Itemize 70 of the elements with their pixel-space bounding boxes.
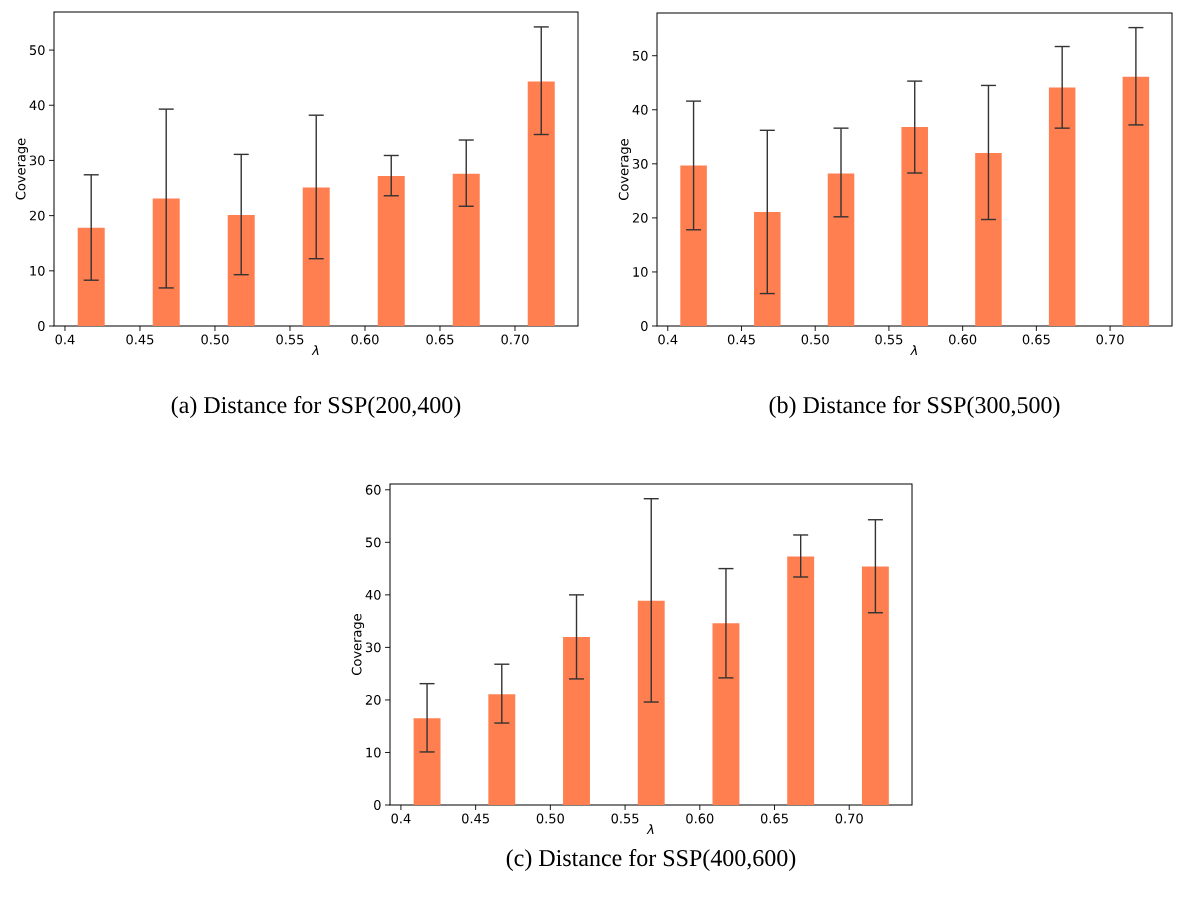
y-tick-label: 30 [632, 158, 648, 169]
y-tick-label: 0 [38, 321, 45, 331]
x-tick-label: 0.55 [276, 334, 304, 345]
bar [637, 600, 665, 806]
x-axis-title: λ [311, 345, 319, 356]
bar [527, 81, 555, 327]
y-tick-label: 0 [374, 800, 381, 810]
text: (b) Distance for SSP(300,500) [769, 396, 1060, 419]
x-tick-label: 0.50 [201, 334, 229, 345]
bar [452, 173, 480, 327]
y-tick-label: 40 [365, 589, 381, 600]
bar [861, 566, 889, 806]
bar [712, 623, 740, 806]
x-axis-title: λ [646, 824, 654, 835]
y-tick-label: 40 [632, 104, 648, 115]
x-tick-label: 0.4 [55, 334, 75, 345]
bar [1048, 87, 1076, 327]
x-tick-label: 0.45 [462, 813, 489, 824]
x-tick-label: 0.60 [351, 334, 379, 345]
y-tick-label: 10 [30, 265, 45, 276]
x-tick-label: 0.4 [658, 334, 678, 345]
text: (a) Distance for SSP(200,400) [171, 396, 461, 419]
x-tick-label: 0.45 [727, 334, 755, 345]
y-axis-title: Coverage [351, 614, 365, 675]
y-tick-label: 30 [29, 155, 45, 166]
x-tick-label: 0.50 [536, 813, 564, 824]
y-tick-label: 20 [632, 212, 648, 223]
bar [77, 227, 105, 327]
y-tick-label: 20 [29, 210, 45, 221]
x-tick-label: 0.50 [801, 334, 829, 345]
bar [413, 718, 441, 806]
x-tick-label: 0.60 [686, 813, 714, 824]
y-tick-label: 50 [365, 537, 381, 548]
y-axis-title: Coverage [15, 138, 29, 200]
bar [1122, 76, 1150, 327]
bar [377, 175, 405, 327]
x-tick-label: 0.65 [760, 813, 788, 824]
x-tick-label: 0.55 [875, 334, 903, 345]
bar [152, 198, 180, 327]
x-tick-label: 0.45 [126, 334, 154, 345]
x-tick-label: 0.70 [835, 813, 863, 824]
bar [302, 187, 330, 327]
y-tick-label: 60 [365, 484, 381, 495]
y-tick-label: 40 [29, 100, 45, 111]
y-axis-title: Coverage [618, 139, 632, 200]
bar [901, 127, 928, 327]
x-axis-title: λ [910, 345, 918, 356]
bar [827, 173, 855, 327]
y-tick-label: 20 [365, 695, 381, 705]
y-tick-label: 30 [365, 642, 381, 653]
x-tick-label: 0.4 [391, 813, 411, 824]
x-tick-label: 0.60 [949, 334, 977, 345]
text: (c) Distance for SSP(400,600) [506, 849, 796, 872]
x-tick-label: 0.70 [1096, 334, 1124, 345]
bar [680, 165, 707, 327]
x-tick-label: 0.55 [611, 813, 639, 824]
y-tick-label: 0 [641, 321, 648, 331]
bar [488, 694, 516, 806]
bar [563, 636, 590, 806]
y-tick-label: 10 [633, 267, 648, 277]
bar [787, 556, 815, 806]
x-tick-label: 0.70 [501, 334, 529, 345]
bar [227, 215, 255, 327]
y-tick-label: 50 [632, 50, 648, 61]
bar [975, 153, 1002, 327]
bar [754, 211, 781, 327]
y-tick-label: 50 [29, 45, 45, 55]
y-tick-label: 10 [366, 747, 381, 758]
x-tick-label: 0.65 [1022, 334, 1050, 345]
x-tick-label: 0.65 [426, 334, 454, 345]
